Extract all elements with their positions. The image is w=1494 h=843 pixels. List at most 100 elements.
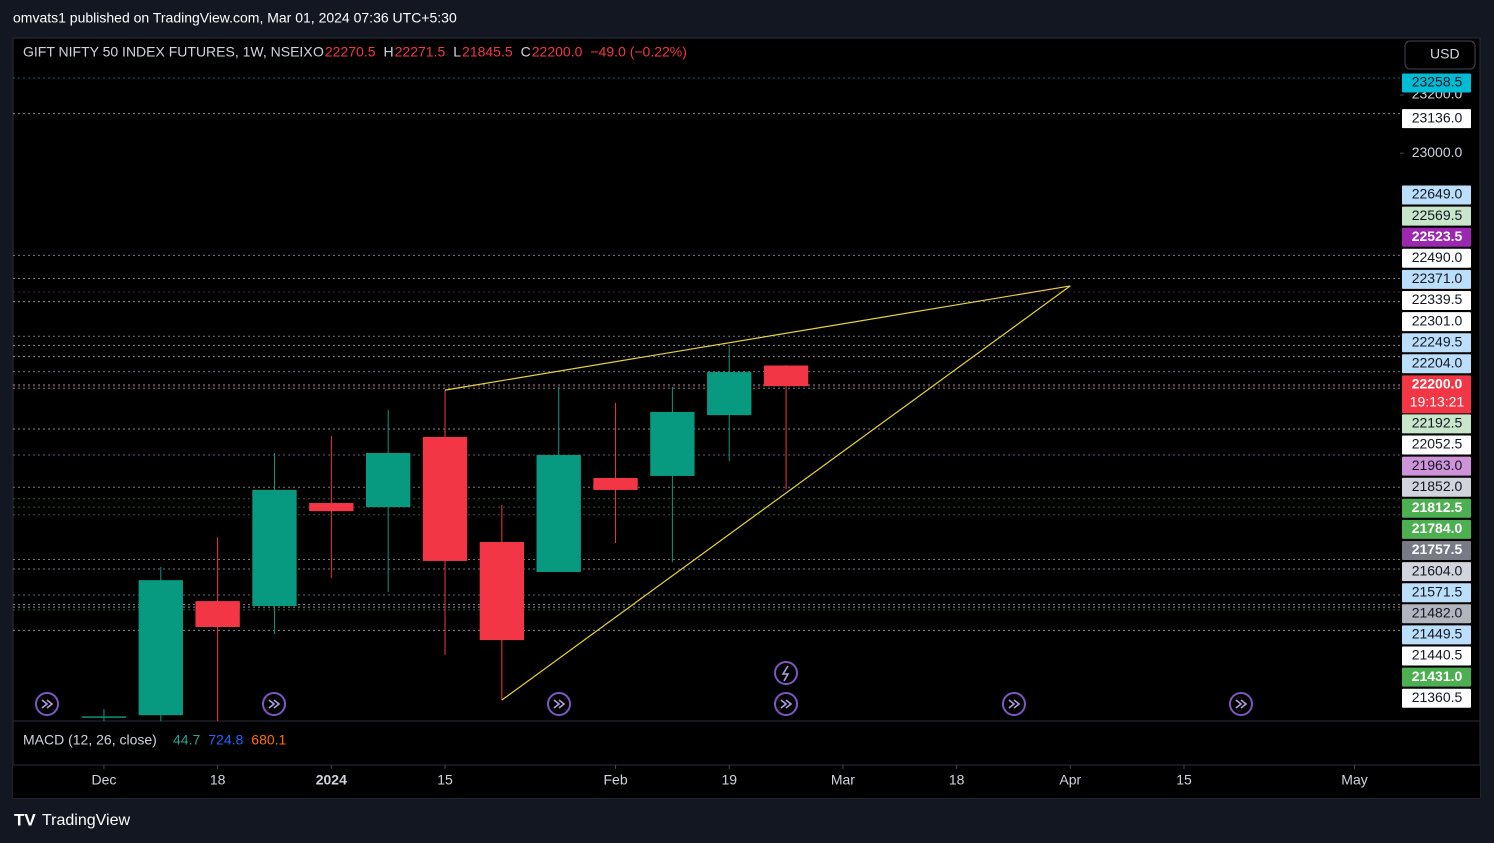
candle-body <box>422 436 468 561</box>
candle-body <box>195 601 240 627</box>
level-label-bg <box>1402 435 1471 455</box>
change: −49.0 (−0.22%) <box>590 44 687 60</box>
candle-body <box>81 716 127 718</box>
ohlc-value: 22200.0 <box>532 44 583 60</box>
level-label: 21757.5 <box>1412 541 1463 557</box>
ohlc-value: 22271.5 <box>395 44 446 60</box>
level-label-bg <box>1402 227 1471 247</box>
countdown: 19:13:21 <box>1410 394 1465 410</box>
level-label-bg <box>1402 333 1471 353</box>
level-label-bg <box>1402 206 1471 226</box>
level-label: 22301.0 <box>1412 312 1463 328</box>
x-tick-label: 18 <box>210 772 226 788</box>
level-label-bg <box>1402 354 1471 374</box>
level-label: 21431.0 <box>1412 668 1463 684</box>
level-label-bg <box>1402 477 1471 497</box>
trend-line <box>501 285 1071 701</box>
x-tick-label: Feb <box>603 772 627 788</box>
level-label: 21963.0 <box>1412 457 1463 473</box>
candle-body <box>309 503 354 512</box>
x-tick-label: 15 <box>1176 772 1192 788</box>
level-label-bg <box>1402 312 1471 332</box>
ohlc-key: O <box>313 44 324 60</box>
level-label-bg <box>1402 291 1471 310</box>
event-icon <box>35 692 59 716</box>
level-label: 22249.5 <box>1412 333 1463 349</box>
level-label: 22339.5 <box>1412 291 1463 307</box>
candle-body <box>479 542 525 641</box>
level-label-bg <box>1402 519 1471 539</box>
event-arrow <box>268 699 281 709</box>
level-label-bg <box>1402 583 1471 603</box>
level-label: 21360.5 <box>1412 689 1463 705</box>
event-icon <box>547 692 571 716</box>
event-arrow <box>1008 699 1021 709</box>
level-label-bg <box>1402 498 1471 518</box>
level-label-bg <box>1402 562 1471 582</box>
x-tick-label: May <box>1341 772 1367 788</box>
candle-body <box>138 580 183 716</box>
level-label-bg <box>1402 248 1471 268</box>
level-label-bg <box>1402 667 1471 687</box>
ohlc-key: C <box>521 44 531 60</box>
x-tick-label: 18 <box>949 772 965 788</box>
candle-body <box>366 452 411 508</box>
logo: TradingView <box>42 812 130 829</box>
chart-panel <box>12 37 1481 799</box>
candle-body <box>763 365 809 387</box>
level-label: 21604.0 <box>1412 562 1463 578</box>
level-label: 23136.0 <box>1412 109 1463 125</box>
level-label-bg <box>1402 688 1471 708</box>
level-label: 22052.5 <box>1412 436 1463 452</box>
level-label-bg <box>1402 109 1471 129</box>
level-label: 22371.0 <box>1412 270 1463 286</box>
level-label-bg <box>1402 625 1471 645</box>
macd-value: 724.8 <box>208 732 243 748</box>
x-tick-label: Mar <box>831 772 855 788</box>
level-label: 21482.0 <box>1412 605 1463 621</box>
level-label: 21812.5 <box>1412 499 1463 515</box>
level-label: 22649.0 <box>1412 186 1463 202</box>
ohlc-value: 22270.5 <box>325 44 376 60</box>
level-label-bg <box>1402 456 1471 476</box>
level-label: 22569.5 <box>1412 207 1463 223</box>
trend-line <box>444 285 1071 391</box>
logo-mark: TV <box>14 810 36 829</box>
currency-button[interactable] <box>1404 40 1476 70</box>
level-label-bg <box>1402 646 1471 666</box>
ohlc-value: 21845.5 <box>462 44 513 60</box>
event-icon <box>774 692 798 716</box>
currency[interactable]: USD <box>1430 46 1460 62</box>
event-icon <box>262 692 286 716</box>
level-label-bg <box>1402 414 1471 434</box>
macd-value: 680.1 <box>251 732 286 748</box>
level-label-bg <box>1402 73 1471 93</box>
x-tick-label: Dec <box>91 772 116 788</box>
ohlc-key: H <box>384 44 394 60</box>
level-label: 21440.5 <box>1412 647 1463 663</box>
event-arrow <box>1235 699 1248 709</box>
event-icon <box>1002 692 1026 716</box>
macd-value: 44.7 <box>173 732 200 748</box>
level-label: 21852.0 <box>1412 478 1463 494</box>
ohlc-key: L <box>453 44 461 60</box>
level-label-bg <box>1402 375 1471 414</box>
level-label-bg <box>1402 604 1471 624</box>
byline: omvats1 published on TradingView.com, Ma… <box>13 10 457 26</box>
level-label-bg <box>1402 269 1471 289</box>
level-label: 22523.5 <box>1412 228 1463 244</box>
level-label: 23258.5 <box>1412 74 1463 90</box>
time-axis <box>13 765 1480 798</box>
level-label: 21449.5 <box>1412 626 1463 642</box>
event-arrow <box>553 699 566 709</box>
x-tick-label: 15 <box>437 772 453 788</box>
candle-body <box>650 411 695 476</box>
x-tick-label: 19 <box>721 772 737 788</box>
level-label: 21784.0 <box>1412 520 1463 536</box>
level-label-bg <box>1402 541 1471 560</box>
event-arrow <box>780 699 793 709</box>
level-label-bg <box>1402 185 1471 205</box>
level-label: 22490.0 <box>1412 249 1463 265</box>
